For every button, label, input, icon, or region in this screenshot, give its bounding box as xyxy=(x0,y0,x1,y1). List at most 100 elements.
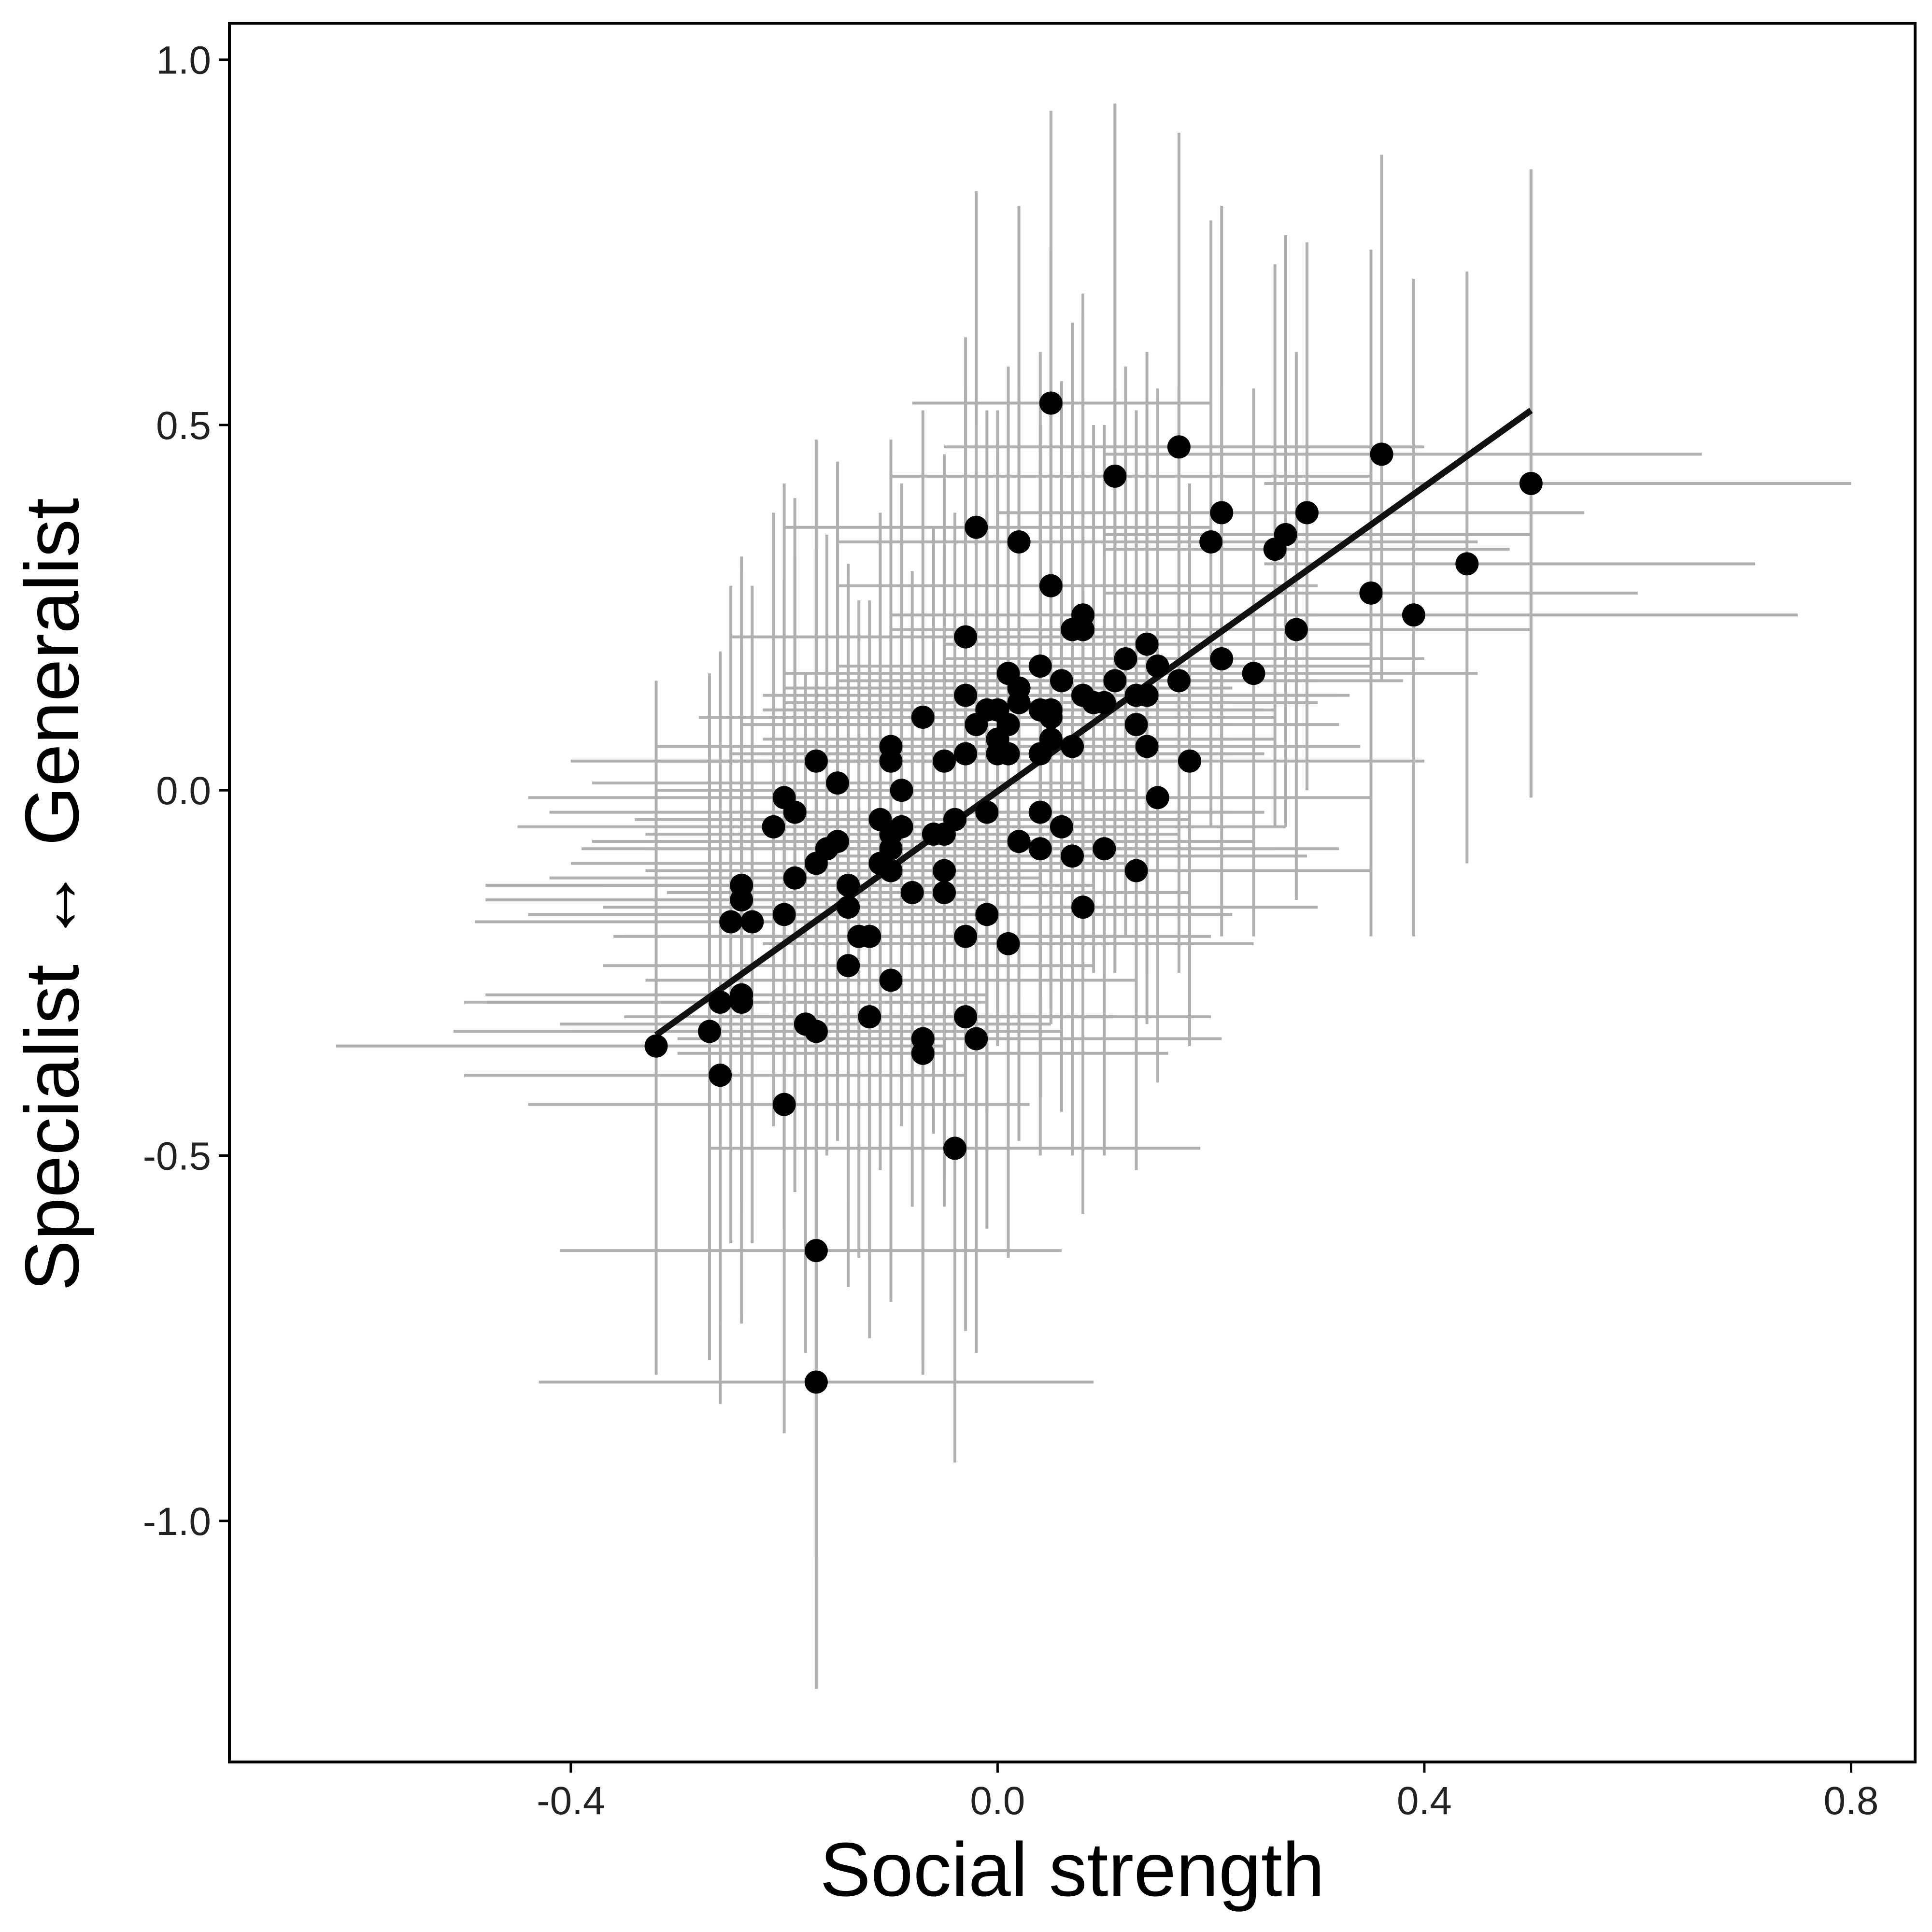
data-point-21 xyxy=(1061,618,1084,641)
data-point-22 xyxy=(1135,632,1159,656)
data-point-68 xyxy=(975,800,999,824)
data-point-52 xyxy=(1061,735,1084,758)
data-point-105 xyxy=(879,968,903,992)
data-point-98 xyxy=(975,903,999,926)
data-point-118 xyxy=(709,1064,732,1087)
data-point-80 xyxy=(1028,837,1052,861)
data-point-43 xyxy=(1039,705,1063,729)
data-points xyxy=(644,391,1543,1394)
data-point-92 xyxy=(932,881,956,904)
data-point-30 xyxy=(1167,669,1191,693)
data-point-120 xyxy=(943,1136,967,1160)
data-point-65 xyxy=(1028,800,1052,824)
data-point-81 xyxy=(1093,837,1116,861)
data-point-95 xyxy=(1071,895,1095,919)
data-point-84 xyxy=(804,852,828,875)
data-point-107 xyxy=(709,990,732,1014)
x-tick-label-0: -0.4 xyxy=(537,1779,605,1823)
x-tick-label-3: 0.8 xyxy=(1823,1779,1878,1823)
data-point-38 xyxy=(1093,691,1116,714)
data-point-50 xyxy=(1135,735,1159,758)
data-point-26 xyxy=(1028,654,1052,678)
x-tick-label-1: 0.0 xyxy=(970,1779,1025,1823)
data-point-116 xyxy=(644,1034,668,1058)
data-point-93 xyxy=(730,888,753,912)
data-point-12 xyxy=(1007,530,1031,554)
y-axis-ticks: 1.0 0.5 0.0 -0.5 -1.0 xyxy=(143,39,229,1544)
data-point-91 xyxy=(900,881,924,904)
data-point-28 xyxy=(1050,669,1073,693)
data-point-47 xyxy=(1124,713,1148,737)
data-point-4 xyxy=(1519,471,1543,495)
data-point-46 xyxy=(965,713,988,737)
y-tick-label-0: 1.0 xyxy=(156,39,211,83)
data-point-122 xyxy=(804,1370,828,1394)
data-point-104 xyxy=(837,954,860,978)
data-point-94 xyxy=(837,895,860,919)
data-point-33 xyxy=(1135,683,1159,707)
data-point-121 xyxy=(804,1239,828,1263)
data-point-74 xyxy=(932,822,956,846)
data-point-112 xyxy=(697,1020,721,1043)
data-point-1 xyxy=(1167,435,1191,459)
data-point-17 xyxy=(1242,662,1265,685)
data-point-109 xyxy=(858,1005,881,1029)
data-point-57 xyxy=(932,749,956,773)
y-tick-label-3: -0.5 xyxy=(143,1135,211,1179)
data-point-90 xyxy=(837,873,860,897)
data-point-96 xyxy=(772,903,796,926)
data-point-5 xyxy=(1455,552,1479,576)
data-point-6 xyxy=(1210,501,1234,525)
x-axis-ticks: -0.4 0.0 0.4 0.8 xyxy=(537,1762,1878,1823)
data-point-97 xyxy=(740,910,764,934)
data-point-24 xyxy=(954,625,978,649)
data-point-61 xyxy=(826,771,850,795)
data-point-72 xyxy=(762,815,785,838)
data-point-82 xyxy=(1061,844,1084,868)
data-point-60 xyxy=(1178,749,1201,773)
data-point-37 xyxy=(1007,691,1031,714)
data-point-89 xyxy=(783,866,807,890)
data-point-113 xyxy=(804,1020,828,1043)
data-point-62 xyxy=(890,779,913,802)
data-point-117 xyxy=(911,1041,935,1065)
data-point-34 xyxy=(954,683,978,707)
y-tick-label-4: -1.0 xyxy=(143,1500,211,1544)
data-point-102 xyxy=(858,924,881,948)
data-point-0 xyxy=(1039,391,1063,415)
x-tick-label-2: 0.4 xyxy=(1397,1779,1452,1823)
data-point-119 xyxy=(772,1093,796,1116)
data-point-3 xyxy=(1370,442,1393,466)
y-axis-title: Specialist ↔ Generalist xyxy=(10,498,95,1291)
data-point-7 xyxy=(1295,501,1319,525)
data-point-14 xyxy=(1359,581,1383,605)
data-point-44 xyxy=(911,705,935,729)
data-point-2 xyxy=(1103,464,1127,488)
plot-frame xyxy=(228,22,1917,1763)
data-point-110 xyxy=(954,1005,978,1029)
data-point-69 xyxy=(1050,815,1073,838)
data-point-15 xyxy=(1402,603,1425,627)
y-tick-label-2: 0.0 xyxy=(156,769,211,813)
data-point-9 xyxy=(1263,538,1287,561)
data-point-99 xyxy=(719,910,743,934)
data-point-25 xyxy=(1146,654,1169,678)
data-point-55 xyxy=(954,742,978,766)
data-point-108 xyxy=(730,990,753,1014)
data-point-87 xyxy=(1124,859,1148,882)
data-point-29 xyxy=(1103,669,1127,693)
data-point-76 xyxy=(1007,830,1031,853)
data-point-11 xyxy=(965,515,988,539)
data-point-13 xyxy=(1039,574,1063,597)
data-point-64 xyxy=(1146,786,1169,810)
data-point-18 xyxy=(1210,647,1234,670)
data-point-58 xyxy=(879,749,903,773)
data-point-114 xyxy=(965,1027,988,1051)
y-tick-label-1: 0.5 xyxy=(156,404,211,448)
data-point-59 xyxy=(804,749,828,773)
data-point-66 xyxy=(783,800,807,824)
data-point-103 xyxy=(996,932,1020,955)
data-point-86 xyxy=(879,859,903,882)
regression-line-group xyxy=(654,408,1533,1038)
